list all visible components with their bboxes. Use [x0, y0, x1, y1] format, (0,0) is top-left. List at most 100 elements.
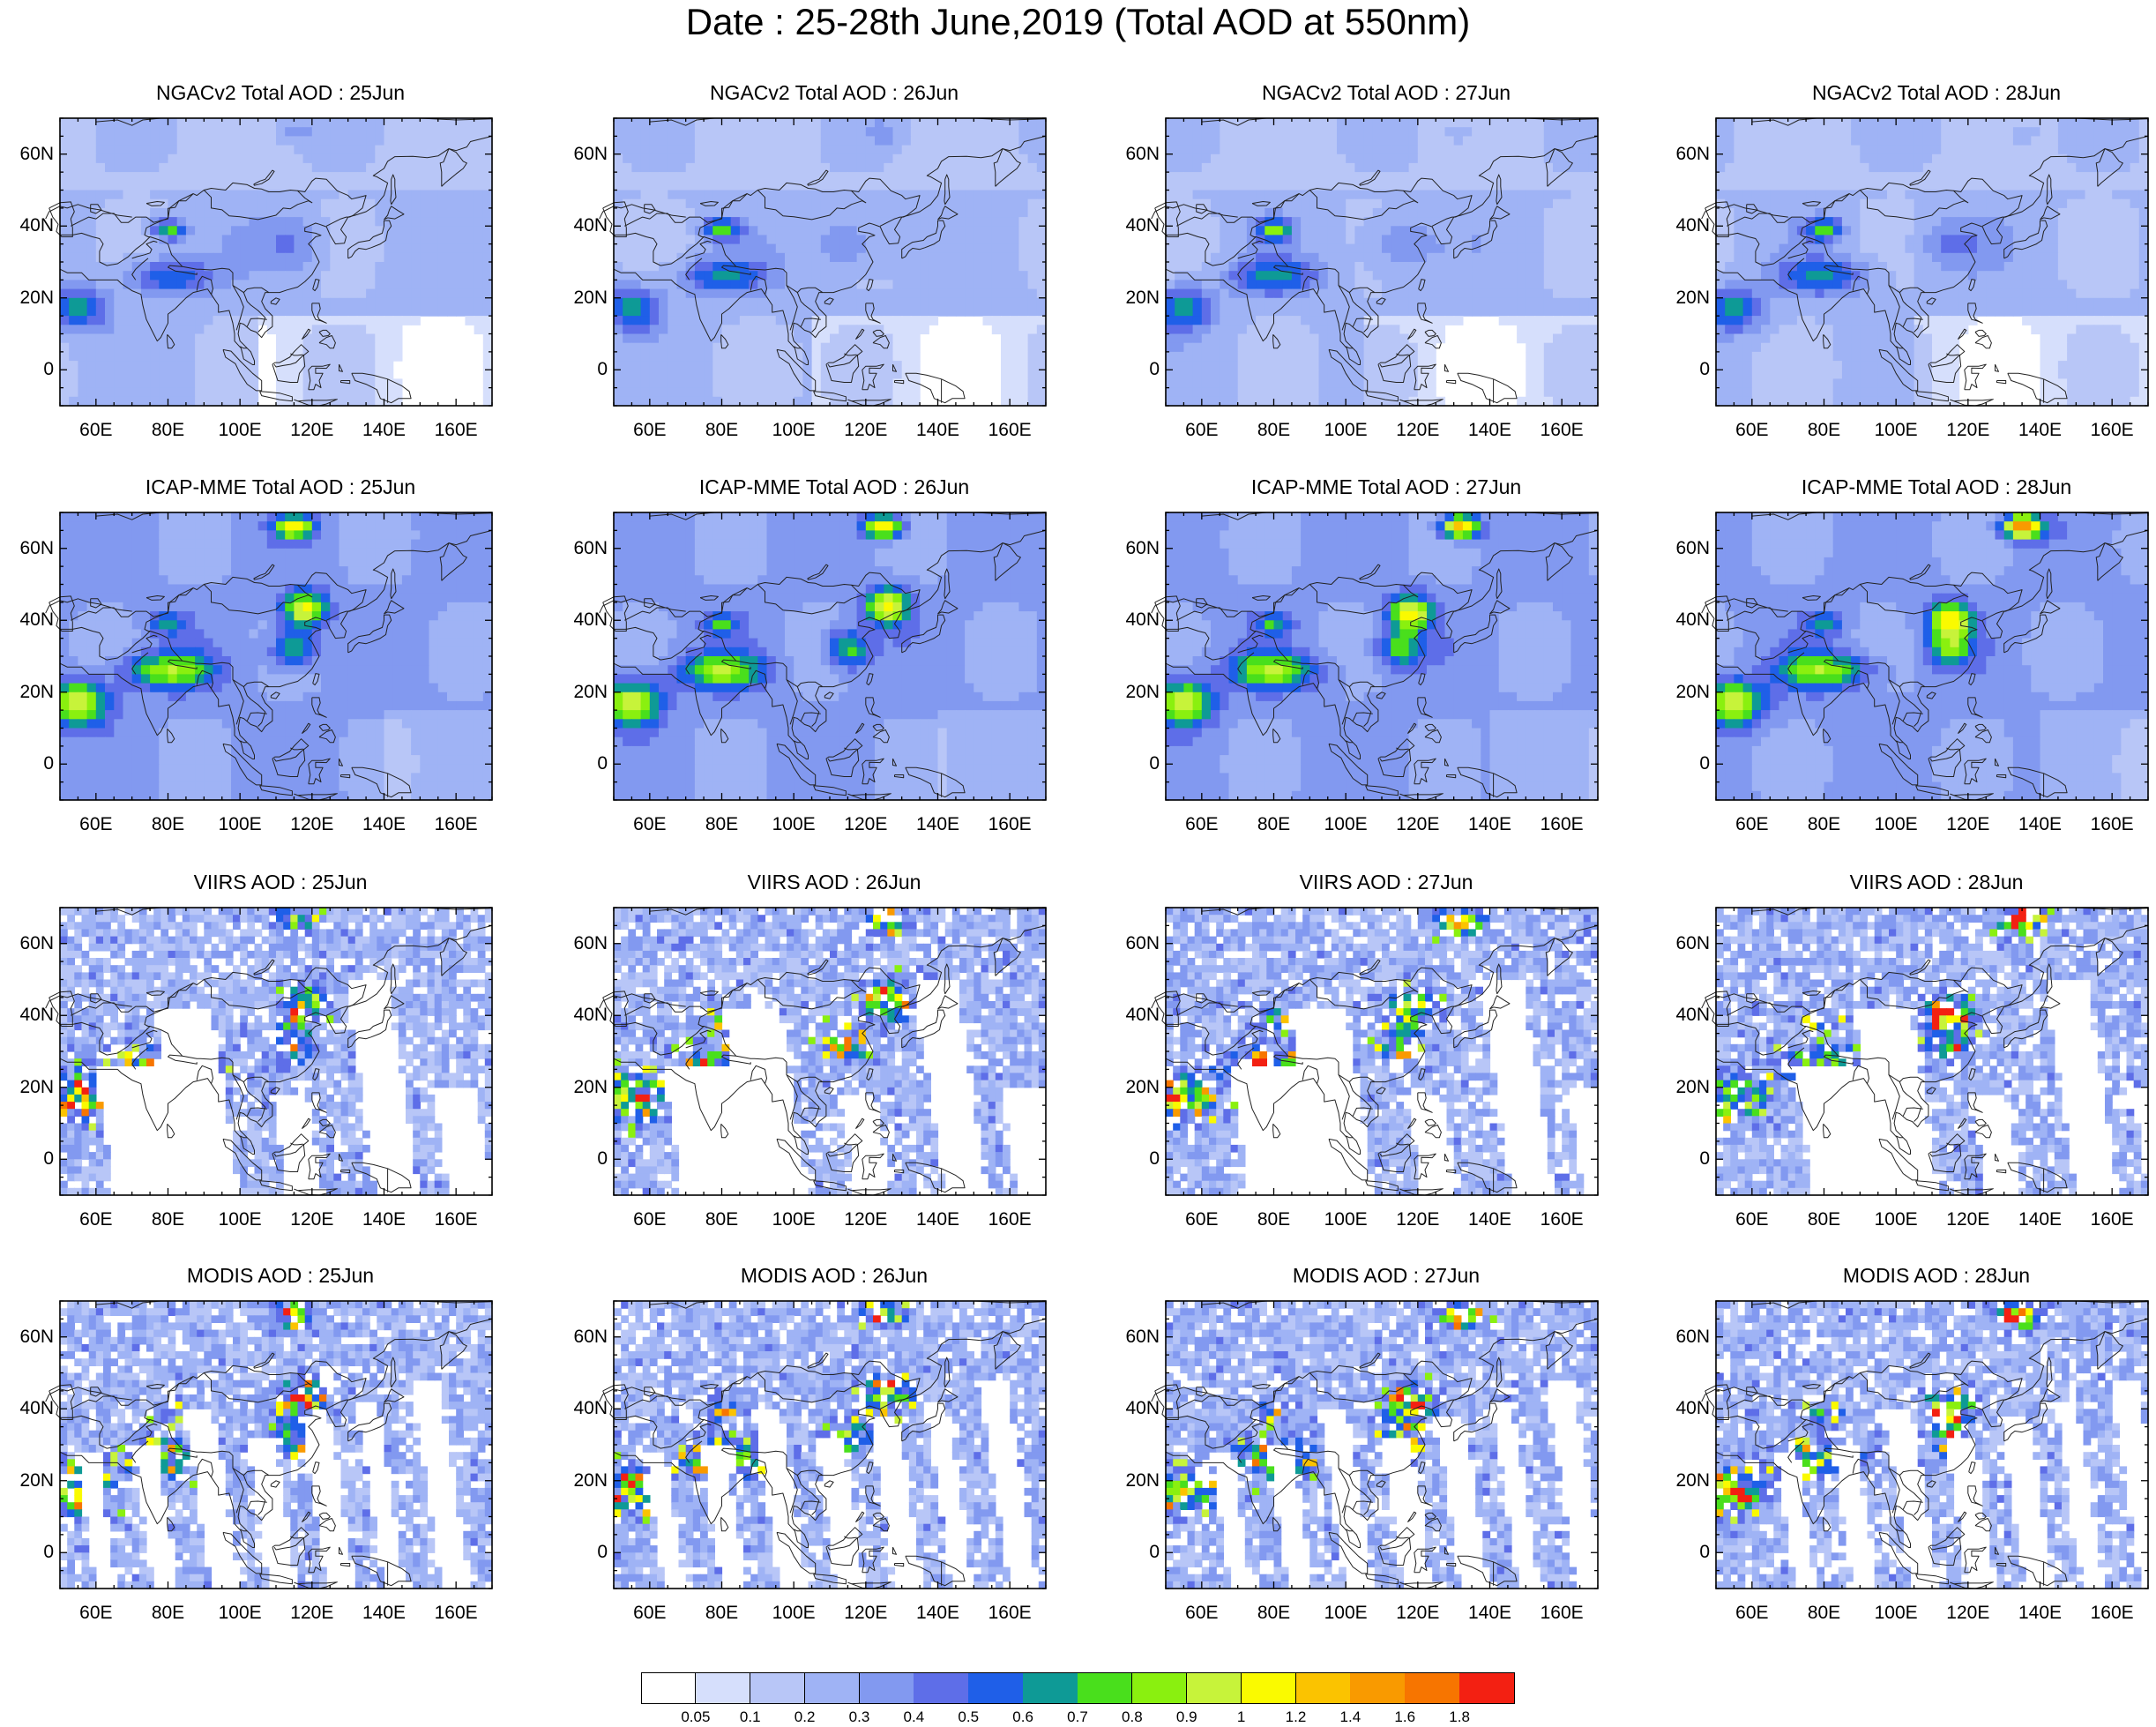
lon-tick-label: 160E [1526, 1210, 1597, 1230]
aod-field [614, 512, 1047, 801]
lat-tick-label: 0 [555, 754, 608, 774]
aod-map [1151, 1300, 1599, 1589]
lon-tick-label: 140E [1455, 1210, 1526, 1230]
coastlines [1151, 1300, 1599, 1589]
aod-field [60, 908, 493, 1196]
lat-tick-label: 40N [1, 610, 54, 630]
lat-tick-label: 20N [555, 288, 608, 308]
colorbar-label: 0.6 [996, 1709, 1049, 1725]
lon-tick-label: 60E [615, 421, 685, 440]
aod-map [45, 1300, 493, 1589]
lon-tick-label: 100E [1861, 1604, 1931, 1623]
lon-tick-label: 80E [1789, 815, 1860, 834]
colorbar-swatch [1459, 1672, 1515, 1704]
lon-tick-label: 60E [615, 815, 685, 834]
aod-field [60, 118, 493, 407]
colorbar-swatch [1131, 1672, 1188, 1704]
colorbar-swatch [695, 1672, 751, 1704]
aod-colorbar: 0.05 0.1 0.2 0.3 0.4 0.5 0.6 0.7 0.8 0.9 1 1.2 1.4 1.… [641, 1672, 1515, 1725]
lon-tick-label: 100E [1861, 421, 1931, 440]
panel-title: VIIRS AOD : 28Jun [1663, 871, 2156, 893]
colorbar-label: 0.8 [1106, 1709, 1159, 1725]
lon-tick-label: 60E [1717, 1210, 1787, 1230]
lat-tick-label: 60N [1, 538, 54, 558]
lon-tick-label: 80E [133, 1604, 204, 1623]
lon-tick-label: 160E [2077, 421, 2147, 440]
lat-tick-label: 40N [1107, 1006, 1160, 1025]
lat-tick-label: 20N [1107, 1077, 1160, 1097]
lon-tick-label: 160E [421, 1604, 491, 1623]
lon-tick-label: 80E [1239, 815, 1309, 834]
lon-tick-label: 100E [1861, 815, 1931, 834]
lon-tick-label: 140E [1455, 815, 1526, 834]
lon-tick-label: 160E [974, 815, 1045, 834]
panel-title: NGACv2 Total AOD : 27Jun [1113, 81, 1660, 104]
aod-map [45, 512, 493, 801]
lon-tick-label: 140E [2005, 421, 2076, 440]
lat-tick-label: 0 [1107, 360, 1160, 379]
map-panel-ngac-1: NGACv2 Total AOD : 25Jun 60N 40N 20N 0 60E 80E… [7, 81, 554, 475]
lat-tick-label: 60N [1657, 538, 1710, 558]
lat-tick-label: 20N [1107, 682, 1160, 702]
lon-tick-label: 120E [1933, 421, 2003, 440]
colorbar-label: 0.05 [669, 1709, 722, 1725]
aod-map [1151, 117, 1599, 407]
colorbar-label: 0.7 [1051, 1709, 1104, 1725]
lon-tick-label: 120E [1933, 815, 2003, 834]
coastlines [1701, 117, 2149, 407]
lat-tick-label: 60N [1107, 933, 1160, 953]
lat-tick-label: 0 [1107, 1543, 1160, 1562]
lon-tick-label: 80E [1789, 421, 1860, 440]
lat-tick-label: 0 [1657, 1543, 1710, 1562]
map-panel-viirs-4: VIIRS AOD : 28Jun 60N 40N 20N 0 60E 80E 100E 120… [1663, 871, 2156, 1265]
colorbar-label: 1.4 [1324, 1709, 1376, 1725]
lon-tick-label: 60E [61, 1604, 131, 1623]
lon-tick-label: 120E [1383, 1210, 1453, 1230]
lon-tick-label: 160E [974, 1210, 1045, 1230]
lat-tick-label: 20N [1, 1470, 54, 1491]
lon-tick-label: 100E [1310, 1210, 1381, 1230]
colorbar-swatch [804, 1672, 860, 1704]
colorbar-swatch [1405, 1672, 1460, 1704]
aod-field [614, 1301, 1047, 1589]
lon-tick-label: 140E [349, 1210, 420, 1230]
lon-tick-label: 60E [1717, 815, 1787, 834]
map-panel-viirs-2: VIIRS AOD : 26Jun 60N 40N 20N 0 60E 80E 100E 120… [561, 871, 1108, 1265]
colorbar-label: 0.5 [942, 1709, 995, 1725]
aod-field [1716, 512, 2149, 801]
map-panel-icap-3: ICAP-MME Total AOD : 27Jun 60N 40N 20N 0 60E 8… [1113, 475, 1660, 870]
map-panel-viirs-1: VIIRS AOD : 25Jun 60N 40N 20N 0 60E 80E 100E 120… [7, 871, 554, 1265]
lat-tick-label: 40N [1107, 1399, 1160, 1418]
lon-tick-label: 140E [1455, 1604, 1526, 1623]
map-panel-viirs-3: VIIRS AOD : 27Jun 60N 40N 20N 0 60E 80E 100E 120… [1113, 871, 1660, 1265]
aod-map [599, 512, 1047, 801]
lon-tick-label: 80E [1239, 1210, 1309, 1230]
aod-field [614, 908, 1047, 1196]
lon-tick-label: 100E [205, 421, 275, 440]
lat-tick-label: 40N [1657, 1006, 1710, 1025]
lon-tick-label: 160E [1526, 815, 1597, 834]
lon-tick-label: 80E [1789, 1210, 1860, 1230]
colorbar-label: 1.2 [1270, 1709, 1323, 1725]
lon-tick-label: 160E [2077, 815, 2147, 834]
aod-map [1151, 907, 1599, 1196]
lat-tick-label: 0 [555, 360, 608, 379]
lat-tick-label: 40N [1657, 1399, 1710, 1418]
lon-tick-label: 140E [903, 1604, 974, 1623]
lon-tick-label: 140E [349, 1604, 420, 1623]
lon-tick-label: 140E [2005, 815, 2076, 834]
lon-tick-label: 60E [1717, 1604, 1787, 1623]
lon-tick-label: 120E [1933, 1604, 2003, 1623]
aod-field [1166, 512, 1599, 801]
lat-tick-label: 0 [1657, 1149, 1710, 1169]
colorbar-label: 0.2 [779, 1709, 832, 1725]
lon-tick-label: 60E [61, 1210, 131, 1230]
lat-tick-label: 0 [1657, 360, 1710, 379]
map-panel-modis-4: MODIS AOD : 28Jun 60N 40N 20N 0 60E 80E 100E 120… [1663, 1264, 2156, 1658]
panel-title: NGACv2 Total AOD : 26Jun [561, 81, 1108, 104]
colorbar-swatch [968, 1672, 1024, 1704]
aod-map [1701, 512, 2149, 801]
lat-tick-label: 0 [1107, 1149, 1160, 1169]
lat-tick-label: 0 [1, 1543, 54, 1562]
aod-field [1166, 118, 1599, 407]
